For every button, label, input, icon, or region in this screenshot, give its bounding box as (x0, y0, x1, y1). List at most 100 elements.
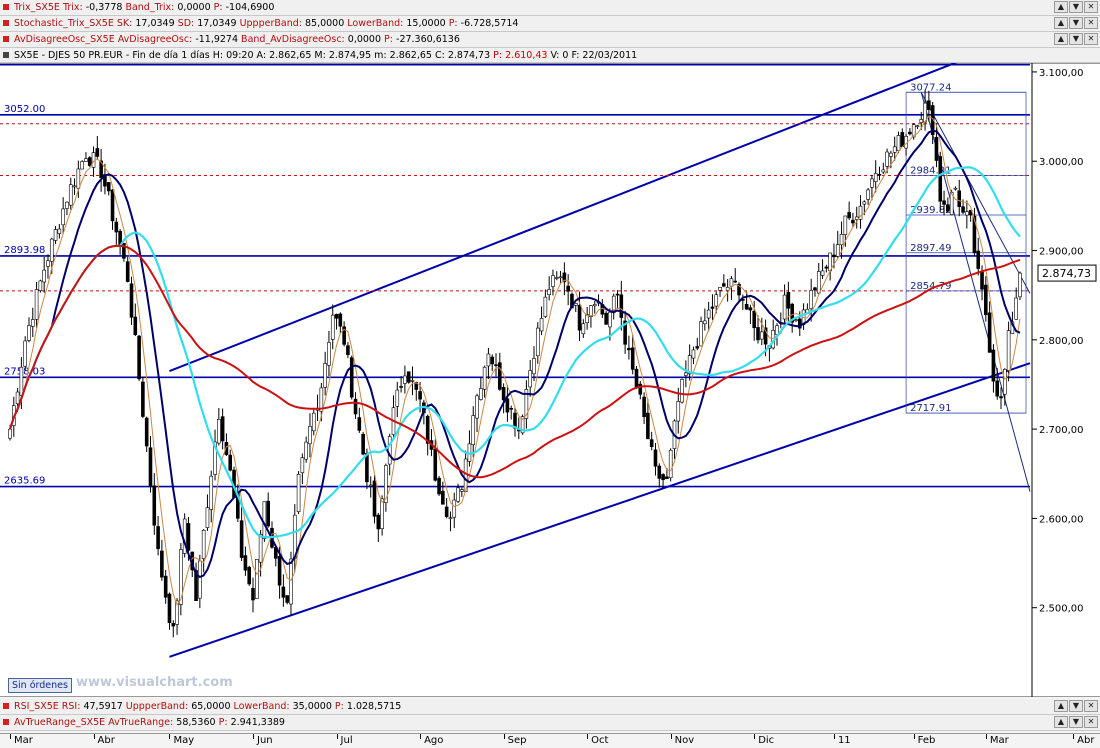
candle-body (114, 221, 119, 233)
candle-body (57, 228, 62, 234)
move-down-button[interactable]: ▼ (1069, 700, 1083, 712)
field-label: P: (445, 18, 461, 29)
candle-body (368, 484, 373, 487)
candle-body (790, 303, 794, 323)
candle-body (144, 417, 149, 447)
field-value: -27.360,6136 (396, 34, 460, 45)
candle-body (441, 490, 445, 505)
move-up-button[interactable]: ▲ (1054, 1, 1068, 13)
bottom-indicator-2-name: AvTrueRange_SX5E (14, 717, 106, 728)
candle-body (239, 520, 244, 558)
field-value: -11,9274 (195, 34, 239, 45)
move-up-button[interactable]: ▲ (1054, 716, 1068, 728)
candle-body (494, 364, 498, 366)
candle-body (873, 173, 878, 182)
candle-body (562, 272, 567, 283)
series-color-marker (3, 719, 9, 725)
candle-body (976, 250, 981, 269)
close-button[interactable]: ✕ (1084, 700, 1098, 712)
month-label: Ago (424, 735, 444, 746)
field-value: 0,0000 (177, 2, 211, 13)
y-tick-label: 2.900,00 (1039, 247, 1084, 258)
month-tick (336, 734, 338, 739)
field-label: LowerBand: (230, 701, 293, 712)
month-label: 11 (837, 735, 851, 746)
candle-body (703, 320, 707, 325)
candle-body (843, 215, 848, 235)
candle-body (209, 475, 214, 510)
level-label: 3052.00 (4, 104, 45, 115)
candle-body (722, 283, 726, 287)
move-up-button[interactable]: ▲ (1054, 17, 1068, 29)
candle-body (486, 353, 491, 367)
candle-body (285, 595, 289, 603)
candle-body (551, 275, 555, 287)
candle-body (847, 212, 851, 219)
candle-body (425, 415, 430, 444)
series-color-marker (3, 703, 9, 709)
move-down-button[interactable]: ▼ (1069, 1, 1083, 13)
candle-body (706, 309, 711, 319)
candle-body (53, 229, 58, 241)
candle-body (141, 381, 145, 417)
level-label: 3108.06 (4, 63, 45, 65)
candle-body (1014, 297, 1019, 320)
close-button[interactable]: ✕ (1084, 716, 1098, 728)
candle-body (911, 124, 916, 138)
candle-body (61, 208, 65, 226)
candle-body (346, 345, 350, 355)
series-color-marker (3, 36, 9, 42)
candle-body (224, 442, 229, 455)
field-label: LowerBand: (344, 18, 407, 29)
candle-body (410, 380, 415, 382)
fan-line (920, 92, 1031, 294)
candle-body (854, 216, 859, 220)
bottom-indicator-1-bar: RSI_SX5E RSI: 47,5917 UppperBand: 65,000… (0, 699, 1100, 715)
candle-body (984, 284, 988, 316)
channel-upper-line (169, 63, 958, 373)
move-up-button[interactable]: ▲ (1054, 33, 1068, 45)
close-button[interactable]: ✕ (1084, 17, 1098, 29)
candle-body (505, 398, 510, 413)
month-tick (670, 734, 672, 739)
y-tick-label: 2.700,00 (1039, 425, 1084, 436)
indicator-1-name: Trix_SX5E (14, 2, 60, 13)
candle-body (8, 429, 12, 439)
candle-body (380, 498, 384, 529)
price-chart-svg[interactable]: 3052.00 2893.98 2758.03 2635.69 3108.06 3077.… (0, 63, 1100, 697)
field-value: 85,0000 (304, 18, 345, 29)
candle-body (532, 358, 536, 375)
month-tick (93, 734, 95, 739)
candle-body (338, 313, 343, 327)
candle-body (763, 327, 768, 345)
candle-body (646, 412, 650, 440)
candle-body (604, 312, 608, 325)
candle-body (832, 254, 836, 258)
orders-button[interactable]: Sin órdenes (8, 678, 72, 693)
field-label: SK: (113, 18, 136, 29)
month-tick (587, 734, 589, 739)
move-down-button[interactable]: ▼ (1069, 33, 1083, 45)
close-button[interactable]: ✕ (1084, 1, 1098, 13)
candle-body (399, 386, 403, 388)
candle-body (862, 201, 867, 205)
candle-body (870, 178, 874, 188)
close-button[interactable]: ✕ (1084, 33, 1098, 45)
candle-body (133, 316, 138, 336)
field-label: UppperBand: (236, 18, 305, 29)
candle-body (179, 549, 183, 605)
candle-body (965, 211, 969, 216)
field-value: 0,0000 (347, 34, 382, 45)
candle-body (479, 388, 483, 400)
candle-body (919, 119, 924, 123)
move-down-button[interactable]: ▼ (1069, 17, 1083, 29)
move-down-button[interactable]: ▼ (1069, 716, 1083, 728)
candle-body (482, 366, 487, 390)
move-up-button[interactable]: ▲ (1054, 700, 1068, 712)
candle-body (444, 506, 449, 517)
candle-body (49, 238, 54, 262)
price-header-text: SX5E - DJES 50 PR.EUR - Fin de día 1 día… (14, 50, 637, 61)
candle-body (65, 201, 69, 209)
candle-body (42, 269, 46, 283)
indicator-3-text: AvDisagreeOsc_SX5E AvDisagreeOsc: -11,92… (14, 34, 460, 45)
